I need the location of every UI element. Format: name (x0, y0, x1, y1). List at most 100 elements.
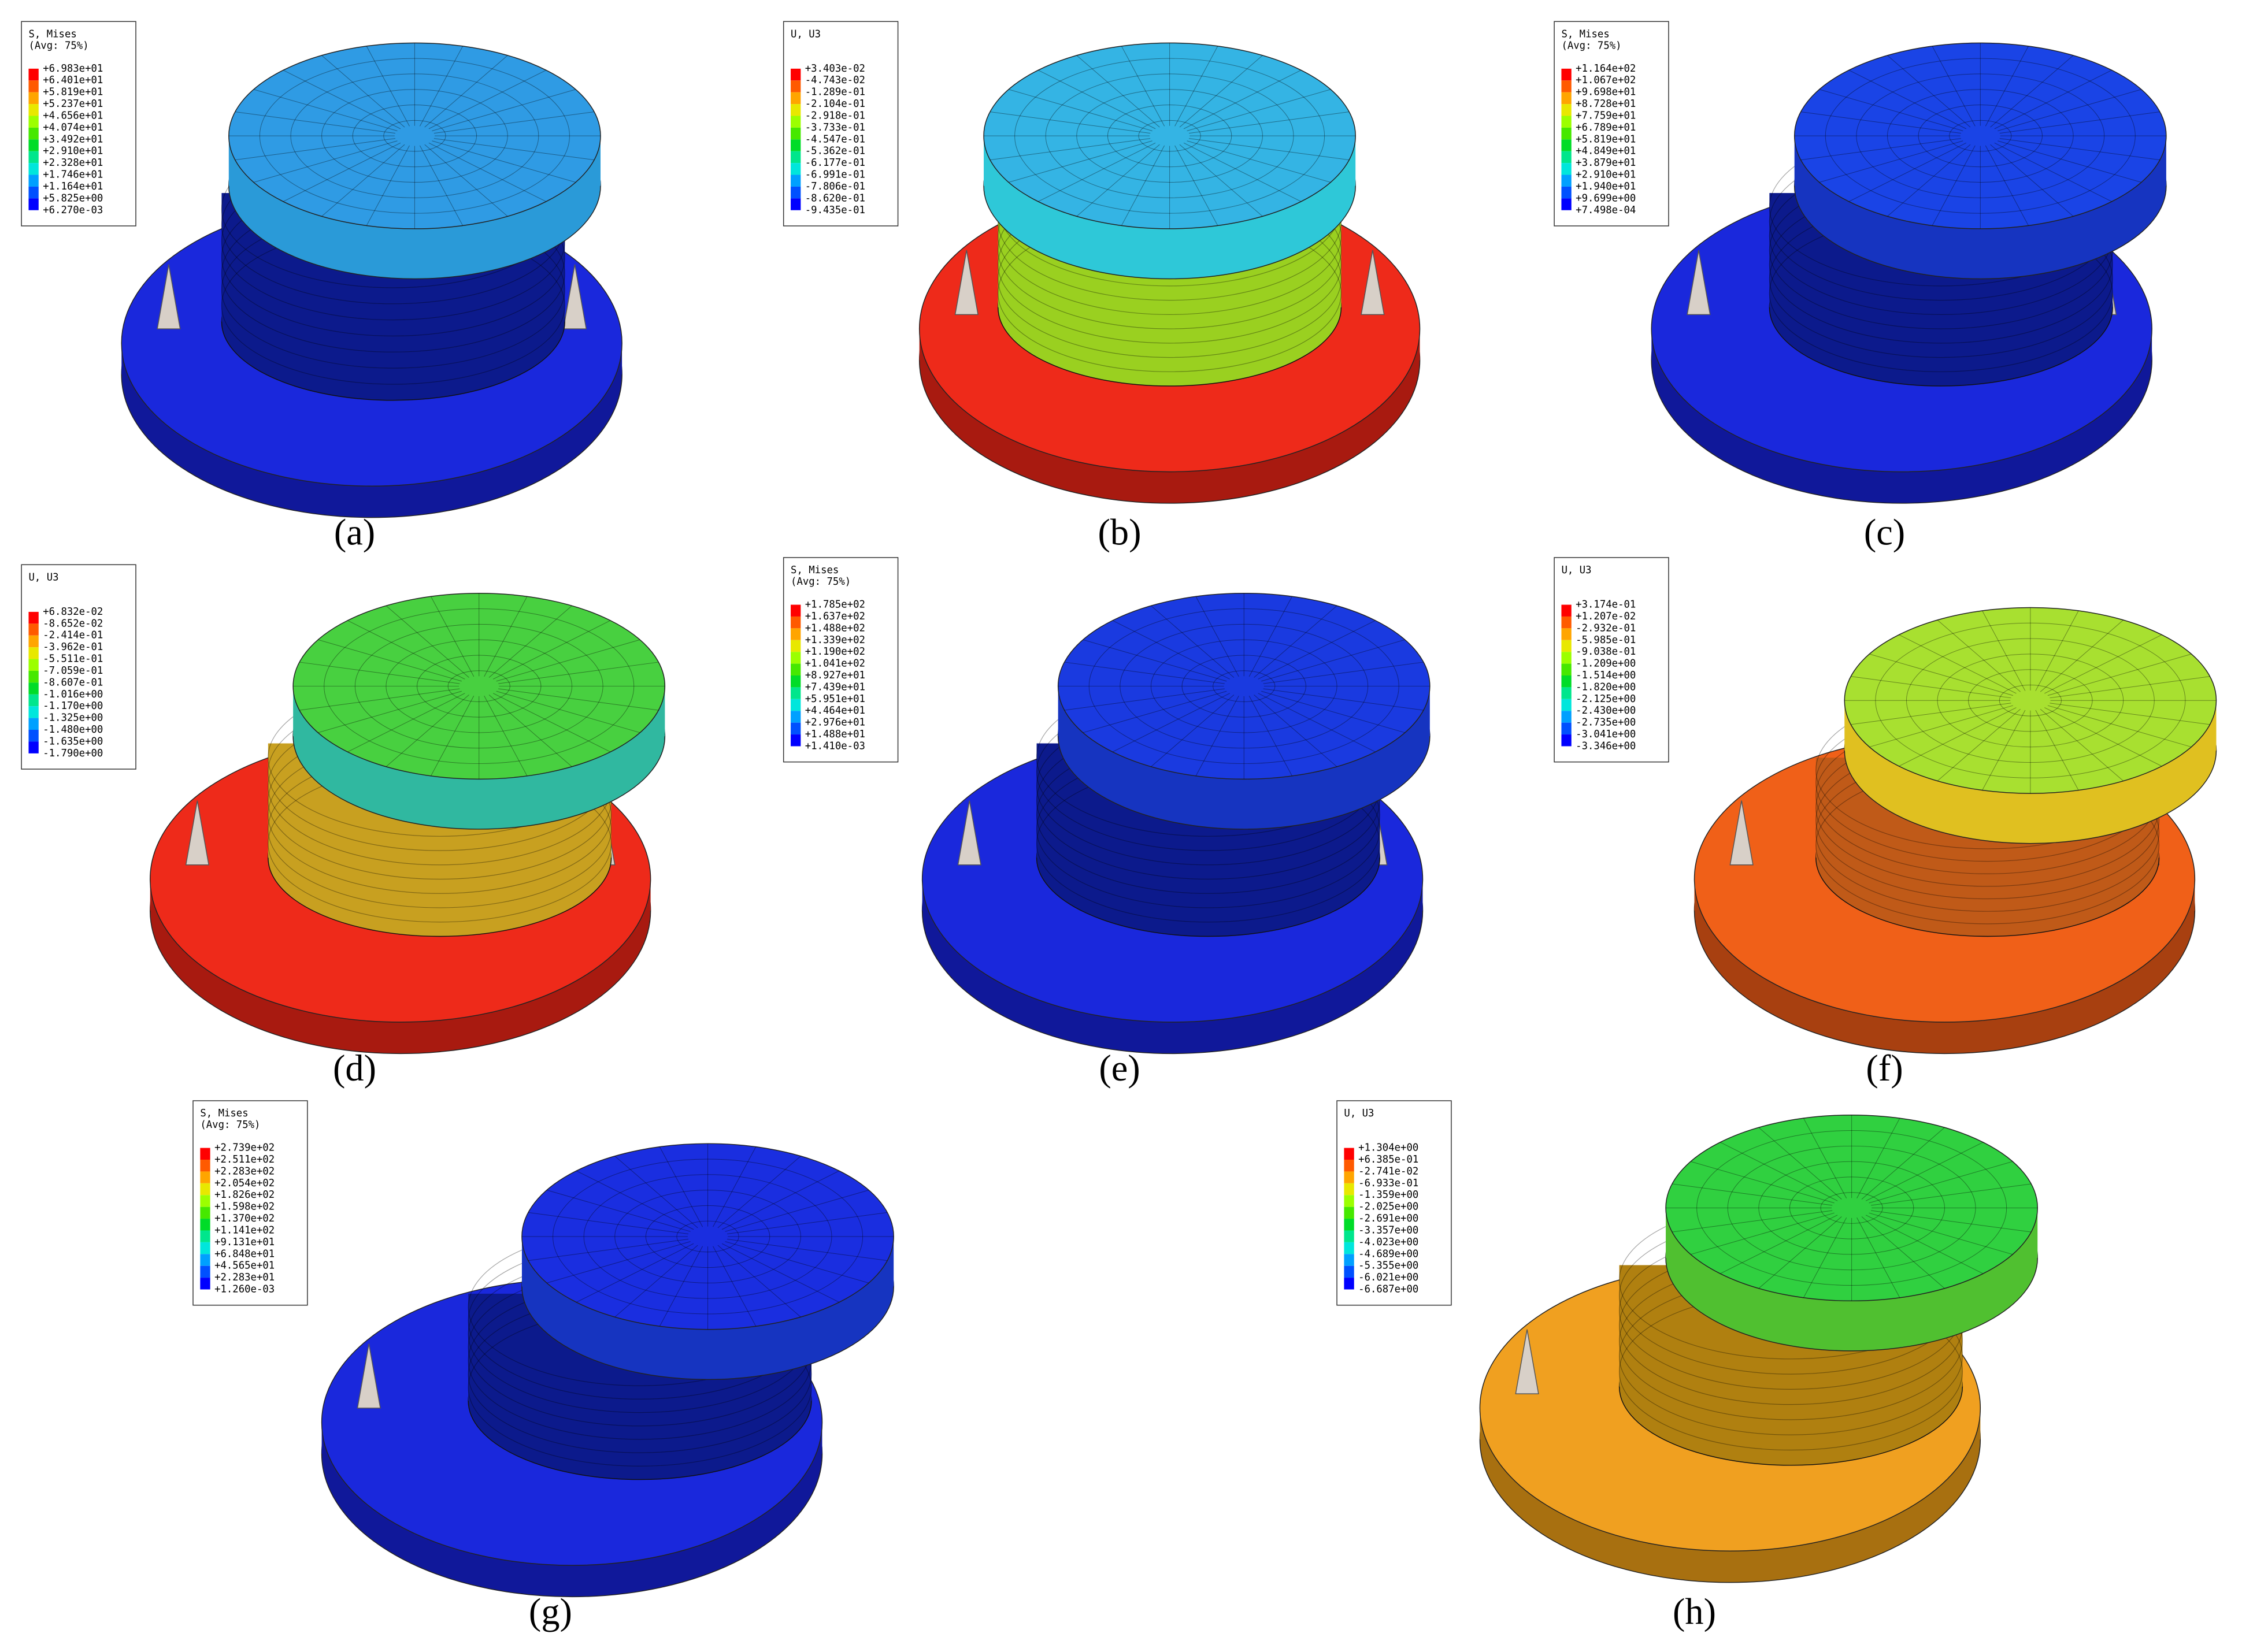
caption: (g) (529, 1591, 572, 1632)
legend-value: -1.635e+00 (43, 736, 103, 747)
mesh-spoke (235, 138, 396, 161)
legend-value: +1.339e+02 (805, 634, 865, 646)
legend-swatch (28, 127, 39, 140)
legend-value: -1.790e+00 (43, 748, 103, 759)
legend-value: +2.283e+01 (214, 1272, 275, 1283)
mesh-spoke (1258, 620, 1376, 680)
legend-box (192, 1100, 308, 1306)
legend-swatch (1561, 652, 1572, 664)
mesh-spoke (1064, 688, 1225, 711)
mesh-spoke (713, 1146, 757, 1227)
legend-swatch (1561, 104, 1572, 116)
legend-title: U, U3 (1561, 565, 1591, 576)
legend-value: -1.016e+00 (43, 689, 103, 700)
legend-swatch (1344, 1254, 1354, 1266)
legend-swatch (1561, 68, 1572, 81)
legend-value: -4.743e-02 (805, 75, 865, 86)
mesh-spoke (1899, 634, 2017, 694)
mesh-spoke (1121, 46, 1165, 127)
mesh-spoke (1183, 142, 1302, 202)
mesh-spoke (1869, 654, 2014, 696)
legend-value: +3.879e+01 (1576, 157, 1636, 169)
support (562, 264, 587, 329)
mesh-spoke (576, 1243, 694, 1303)
mesh-spoke (1861, 1216, 1945, 1289)
legend-swatch (28, 163, 39, 175)
legend-value: -6.687e+00 (1358, 1284, 1418, 1295)
mesh-ring (1968, 669, 2093, 732)
legend-swatch (200, 1278, 210, 1290)
mesh-spoke (1083, 639, 1227, 682)
mesh-spoke (2044, 707, 2162, 767)
mesh-spoke (725, 1190, 869, 1232)
legend-box (21, 564, 136, 770)
mesh-spoke (1008, 89, 1153, 131)
mesh-spoke (1690, 1212, 1835, 1255)
mesh-spoke (433, 138, 595, 161)
legend-value: -1.325e+00 (43, 712, 103, 724)
panel (1651, 42, 2167, 504)
mesh-ring (324, 608, 635, 764)
mesh-spoke (1720, 1142, 1838, 1201)
legend-value: -2.741e-02 (1358, 1165, 1418, 1177)
mesh-spoke (498, 662, 659, 684)
mesh-spoke (1008, 140, 1153, 183)
legend-value: +5.825e+00 (43, 192, 103, 204)
mesh-spoke (1803, 1118, 1847, 1199)
panel (1479, 1114, 2038, 1583)
mesh-spoke (1076, 144, 1160, 217)
mesh-ring (1758, 1161, 1945, 1255)
legend-value: -2.125e+00 (1576, 693, 1636, 705)
mesh-spoke (493, 620, 611, 680)
mesh-spoke (433, 112, 595, 134)
mesh-ring (447, 670, 510, 702)
legend-value: -2.918e-01 (805, 110, 865, 121)
mesh-ring (1949, 120, 2012, 152)
legend-swatch (28, 175, 39, 187)
mesh-spoke (1248, 596, 1292, 677)
legend-value: -3.346e+00 (1576, 740, 1636, 752)
legend-swatch (791, 68, 801, 81)
mesh-spoke (1174, 46, 1218, 127)
mesh-spoke (1254, 605, 1337, 678)
mesh-spoke (1179, 144, 1263, 217)
disk-top (983, 42, 1356, 229)
legend-swatch (791, 127, 801, 140)
disk-top (1793, 42, 2167, 229)
legend-value: +1.940e+01 (1576, 181, 1636, 192)
legend-swatch (1561, 139, 1572, 151)
mesh-spoke (428, 142, 547, 202)
caption: (h) (1673, 1591, 1716, 1632)
mesh-spoke (432, 140, 576, 183)
mesh-spoke (528, 1212, 689, 1234)
mesh-spoke (366, 145, 410, 226)
legend-value: -3.962e-01 (43, 641, 103, 653)
mesh-ring (676, 1220, 739, 1253)
mesh-spoke (576, 1170, 694, 1230)
legend-swatch (791, 640, 801, 652)
mesh-ring (352, 105, 477, 168)
legend-value: +1.826e+02 (214, 1189, 275, 1201)
legend-box (783, 21, 899, 227)
mesh-spoke (1254, 695, 1337, 767)
mesh-spoke (659, 1246, 703, 1327)
legend-box (1554, 557, 1669, 763)
support (1687, 250, 1711, 315)
legend-value: +6.401e+01 (43, 75, 103, 86)
legend-swatch (28, 104, 39, 116)
legend-value: +2.910e+01 (1576, 169, 1636, 181)
mesh-spoke (1887, 55, 1971, 128)
mesh-spoke (721, 1170, 840, 1230)
legend-value: +5.237e+01 (43, 98, 103, 110)
legend-swatch (28, 682, 39, 695)
mesh-spoke (1819, 89, 1963, 131)
legend-value: +1.207e-02 (1576, 611, 1636, 622)
legend-value: +8.927e+01 (805, 670, 865, 681)
panel (1693, 607, 2217, 1055)
legend-swatch (1344, 1219, 1354, 1231)
legend-swatch (1561, 734, 1572, 747)
legend-title: U, U3 (1344, 1108, 1374, 1119)
legend-swatch (1344, 1195, 1354, 1207)
